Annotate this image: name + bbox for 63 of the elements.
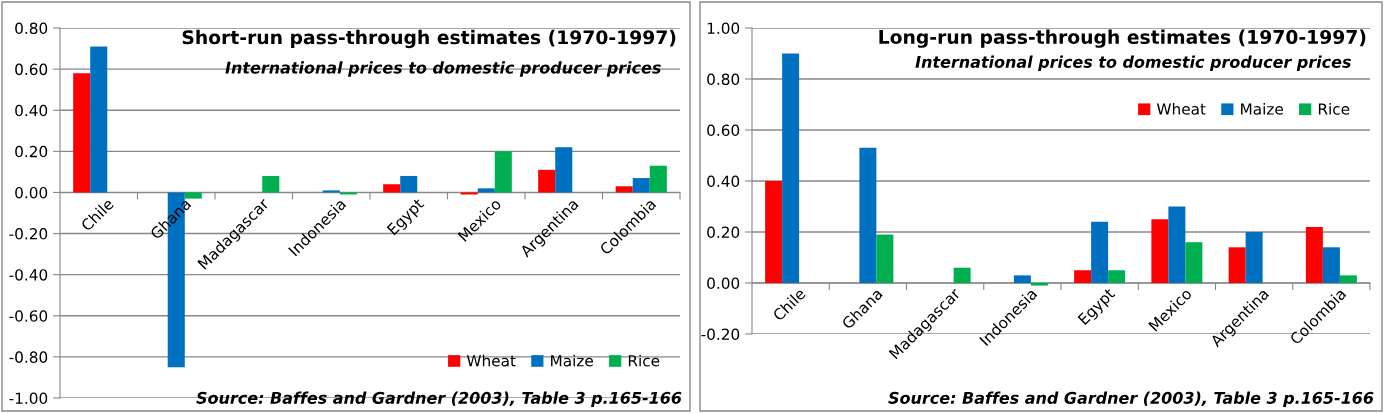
- bar: [90, 46, 108, 193]
- legend-label: Maize: [1241, 102, 1283, 115]
- bar: [555, 147, 573, 193]
- y-tick-label: 0.60: [707, 124, 740, 137]
- bar: [494, 151, 512, 193]
- y-tick-label: -0.20: [701, 328, 740, 341]
- bar: [1305, 226, 1323, 283]
- bar: [649, 165, 667, 193]
- y-tick-label: 1.00: [707, 22, 740, 35]
- bar: [1339, 275, 1357, 283]
- bar: [400, 176, 418, 193]
- bar: [1108, 270, 1126, 283]
- bar: [632, 178, 650, 193]
- legend-label: Wheat: [466, 354, 516, 367]
- bar: [1151, 219, 1169, 283]
- y-tick-label: 0.40: [15, 104, 48, 117]
- bar: [184, 192, 202, 199]
- y-tick-label: -0.20: [9, 228, 48, 240]
- y-tick-label: 0.80: [707, 73, 740, 86]
- bar: [262, 176, 280, 193]
- bar: [1030, 283, 1048, 286]
- bar: [339, 192, 357, 195]
- legend-label: Rice: [628, 354, 660, 367]
- legend-label: Maize: [551, 354, 593, 367]
- y-tick-label: 0.80: [15, 22, 48, 35]
- bar: [1074, 270, 1092, 283]
- bar: [1091, 221, 1109, 283]
- bar: [876, 234, 894, 283]
- y-tick-label: 0.00: [15, 186, 48, 199]
- text: International prices to domestic producer prices: [225, 61, 661, 77]
- bar: [383, 184, 401, 193]
- bar: [1185, 242, 1203, 283]
- bar: [538, 169, 556, 193]
- y-tick-label: -0.60: [9, 310, 48, 322]
- y-tick-label: 0.20: [707, 226, 740, 239]
- chart-title: Short-run pass-through estimates (1970-1997): [182, 29, 676, 49]
- y-tick-label: 0.00: [707, 277, 740, 290]
- bar: [859, 147, 877, 283]
- legend-label: Rice: [1318, 102, 1350, 115]
- legend-label: Wheat: [1156, 102, 1206, 115]
- bar: [765, 181, 783, 283]
- bar: [953, 267, 971, 283]
- chart-title: Long-run pass-through estimates (1970-1997): [879, 29, 1366, 48]
- bar: [460, 192, 478, 195]
- y-tick-label: 0.60: [15, 63, 48, 76]
- y-tick-label: -0.80: [9, 351, 48, 363]
- bar: [615, 186, 633, 193]
- y-tick-label: 0.20: [15, 145, 48, 158]
- bar: [1245, 232, 1263, 283]
- annotation: Source: Baffes and Gardner (2003), Table 3 p.165-166: [196, 391, 682, 407]
- y-tick-label: -1.00: [9, 392, 48, 405]
- bar: [477, 188, 495, 193]
- bar: [1013, 275, 1031, 283]
- bar: [73, 73, 91, 193]
- bar: [1228, 247, 1246, 283]
- bar: [1168, 206, 1186, 283]
- y-tick-label: 0.40: [707, 175, 740, 188]
- bar: [782, 53, 800, 283]
- bar: [322, 190, 340, 193]
- y-tick-label: -0.40: [9, 269, 48, 281]
- text: International prices to domestic producer prices: [915, 55, 1351, 71]
- bar: [1322, 247, 1340, 283]
- source-note: Source: Baffes and Gardner (2003), Table 3 p.165-166: [888, 391, 1374, 407]
